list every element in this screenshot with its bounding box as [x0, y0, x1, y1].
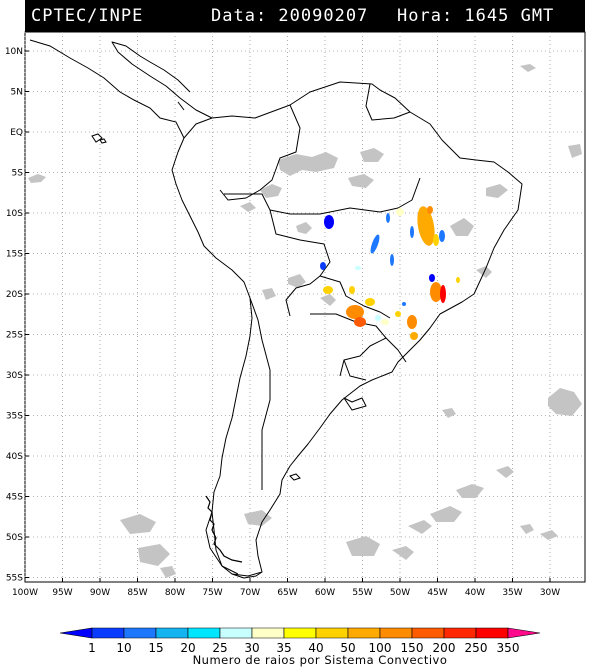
colorbar-segment [315, 627, 349, 639]
colorbar-segment [283, 627, 317, 639]
latitude-label: 25S [6, 331, 23, 341]
source-label: CPTEC/INPE [31, 6, 144, 26]
latitude-label: 40S [6, 452, 23, 462]
latitude-labels: 10N 5N EQ 5S 10S 15S 20S 25S 30S 35S 40S 45S 50S 55S [5, 47, 29, 584]
colorbar-title: Numero de raios por Sistema Convectivo [193, 653, 448, 667]
colorbar-tick-label: 20 [180, 641, 195, 655]
colorbar-tick-label: 150 [401, 641, 424, 655]
latitude-label: 10N [5, 47, 23, 57]
longitude-label: 80W [165, 588, 185, 598]
falkland-islands [289, 473, 301, 481]
time-label: Hora: 1645 GMT [397, 6, 555, 26]
latitude-label: 45S [6, 493, 23, 503]
convective-systems [320, 206, 460, 340]
country-borders [111, 41, 523, 579]
longitude-label: 65W [277, 588, 297, 598]
colorbar-segment [91, 627, 125, 639]
title-bar: CPTEC/INPE Data: 20090207 Hora: 1645 GMT [25, 0, 585, 32]
longitude-label: 85W [127, 588, 147, 598]
latitude-label: 35S [6, 412, 23, 422]
longitude-label: 75W [202, 588, 222, 598]
colorbar-segment [411, 627, 445, 639]
colorbar-tick-label: 200 [433, 641, 456, 655]
colorbar-segment [187, 627, 221, 639]
colorbar-tick-label: 30 [244, 641, 259, 655]
latitude-label: 30S [6, 371, 23, 381]
latitude-label: 15S [6, 250, 23, 260]
latitude-label: 5N [11, 88, 23, 98]
longitude-label: 40W [465, 588, 485, 598]
longitude-label: 35W [502, 588, 522, 598]
latitude-label: 20S [6, 290, 23, 300]
colorbar-segment [475, 627, 509, 639]
lat-lon-grid [24, 32, 585, 582]
colorbar-segment [219, 627, 253, 639]
longitude-label: 70W [240, 588, 260, 598]
colorbar-tick-label: 40 [308, 641, 323, 655]
longitude-label: 60W [315, 588, 335, 598]
latitude-label: 55S [6, 574, 23, 584]
longitude-label: 95W [52, 588, 72, 598]
chile-fjords [205, 495, 243, 563]
longitude-label: 90W [90, 588, 110, 598]
cloud-cover [28, 64, 582, 578]
colorbar-tick-labels: 1 10 15 20 25 30 35 40 50 100 150 200 250 350 [88, 641, 519, 655]
longitude-label: 100W [12, 588, 38, 598]
latitude-label: 50S [6, 533, 23, 543]
latitude-label: 10S [6, 209, 23, 219]
colorbar-tick-label: 25 [212, 641, 227, 655]
colorbar-tick-label: 1 [88, 641, 96, 655]
latitude-label: 5S [12, 169, 24, 179]
longitude-labels: 100W 95W 90W 85W 80W 75W 70W 65W 60W 55W 50W 45W 40W… [12, 578, 560, 598]
colorbar-tick-label: 250 [465, 641, 488, 655]
colorbar-segment [507, 627, 541, 639]
colorbar-tick-label: 10 [116, 641, 131, 655]
colorbar-segment [347, 627, 381, 639]
caribbean-islands [91, 133, 107, 144]
colorbar-tick-label: 50 [340, 641, 355, 655]
central-america-coast [29, 39, 185, 139]
colorbar [59, 627, 541, 639]
colorbar-segment [251, 627, 285, 639]
longitude-label: 45W [427, 588, 447, 598]
date-label: Data: 20090207 [211, 6, 369, 26]
colorbar-tick-label: 15 [148, 641, 163, 655]
colorbar-segment [123, 627, 157, 639]
map-frame [24, 31, 586, 583]
colorbar-segment [59, 627, 93, 639]
colorbar-segment [443, 627, 477, 639]
colorbar-tick-label: 35 [276, 641, 291, 655]
colorbar-segment [379, 627, 413, 639]
longitude-label: 55W [352, 588, 372, 598]
longitude-label: 50W [390, 588, 410, 598]
longitude-label: 30W [540, 588, 560, 598]
colorbar-tick-label: 100 [369, 641, 392, 655]
colorbar-segment [155, 627, 189, 639]
colorbar-tick-label: 350 [497, 641, 520, 655]
latitude-label: EQ [10, 128, 23, 138]
